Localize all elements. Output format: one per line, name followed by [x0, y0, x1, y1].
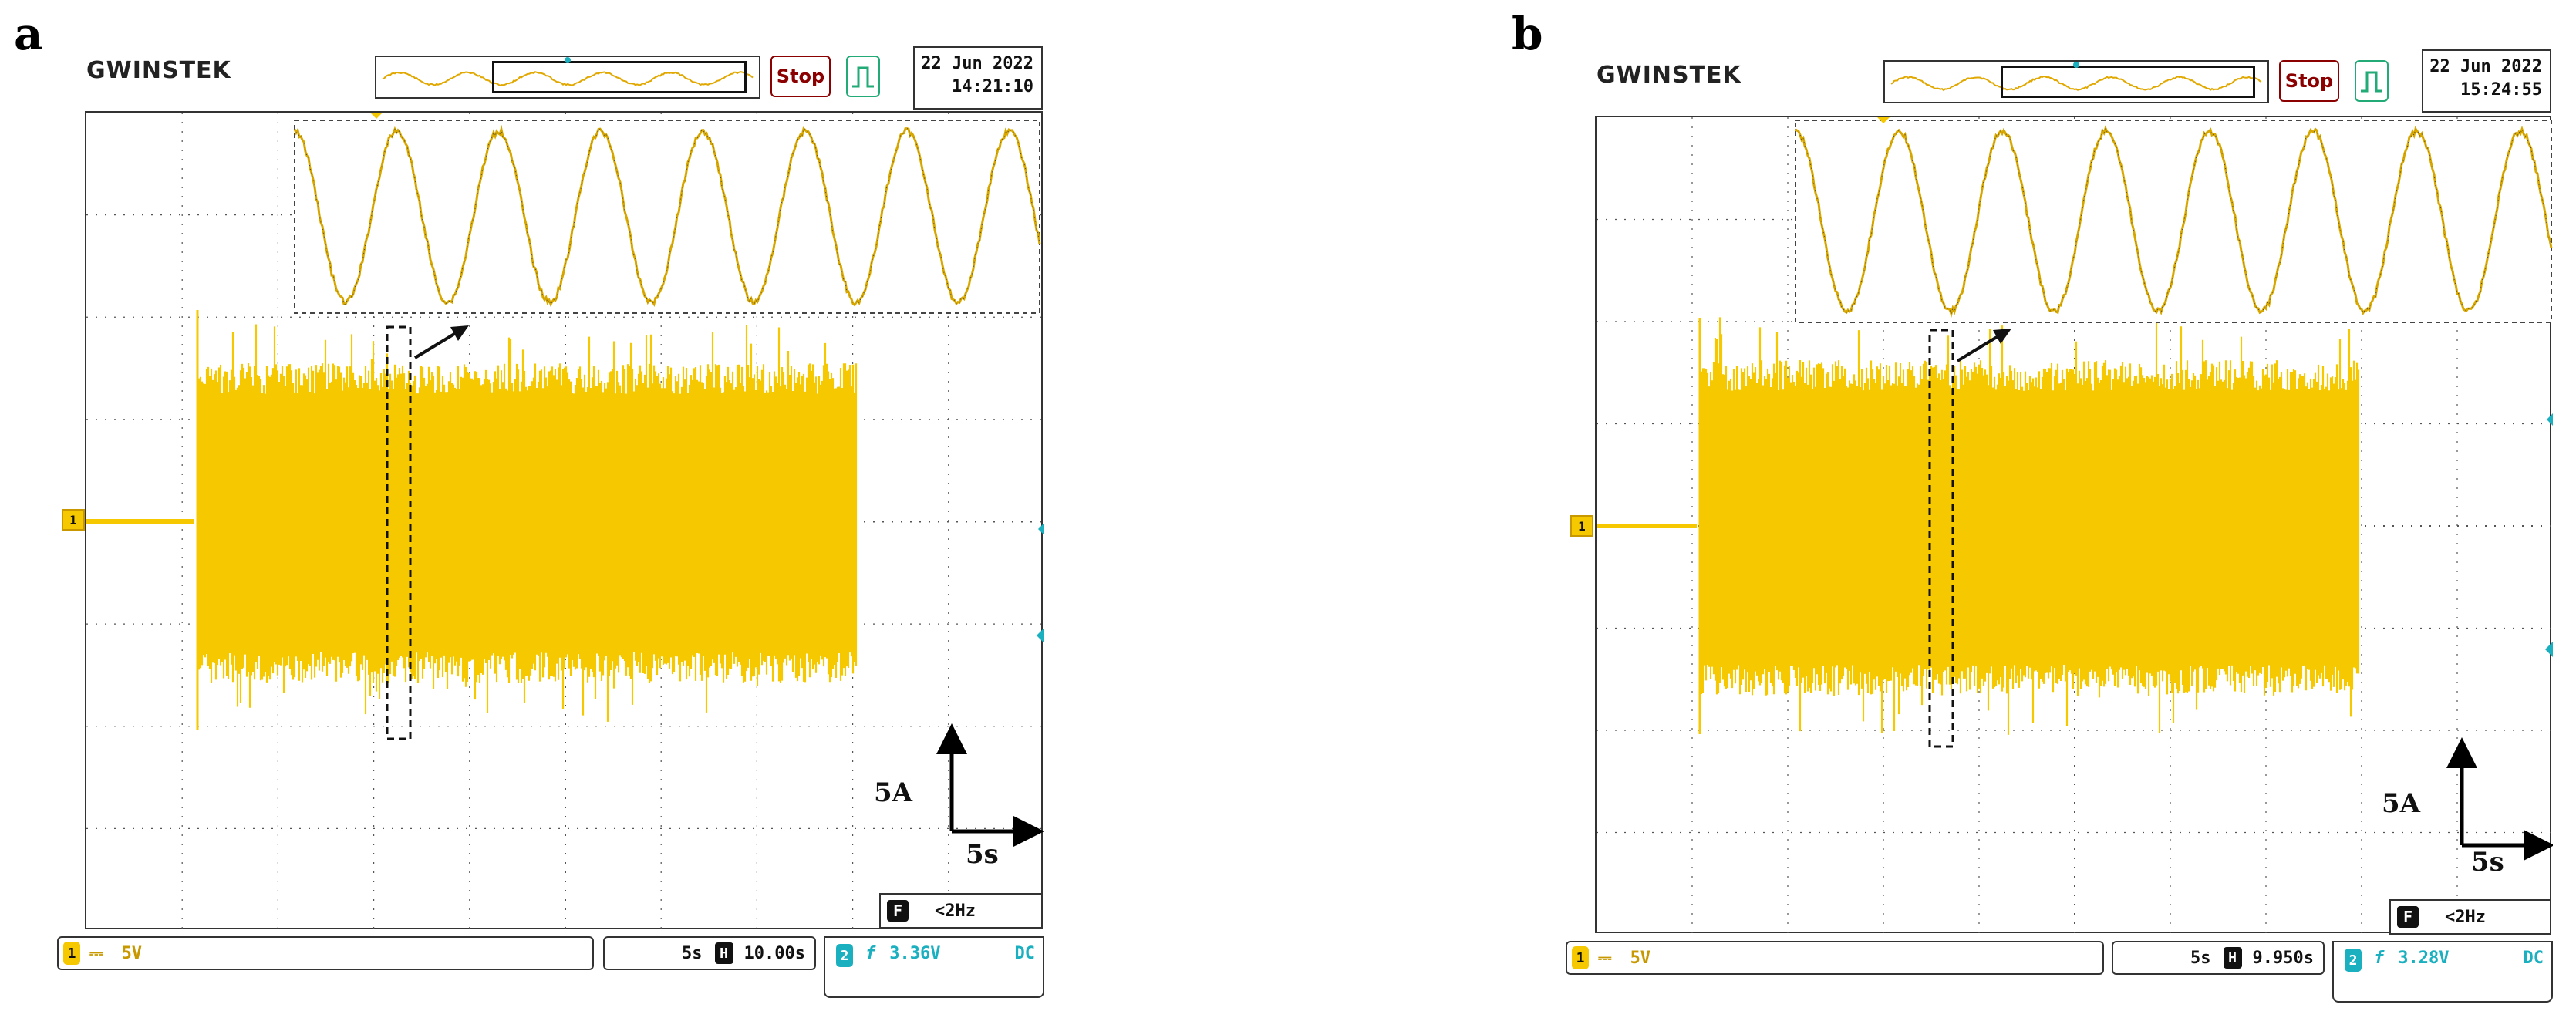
timebase-status[interactable]: 5s H 10.00s: [603, 936, 816, 970]
time-div-value: 5s: [2190, 948, 2211, 968]
trigger-source-badge: 2: [836, 944, 853, 967]
brand-logo: GWINSTEK: [86, 57, 231, 84]
zoom-arrow-line: [1956, 333, 2002, 362]
zoom-inset-frame: [1795, 120, 2552, 323]
channel-1-badge: 1: [1572, 946, 1589, 969]
trigger-coupling-value: DC: [1014, 944, 1036, 963]
channel-1-volts-div: 5V: [1630, 948, 1651, 968]
trigger-mode-button[interactable]: [2355, 60, 2389, 102]
time-div-value: 5s: [682, 943, 703, 963]
zoom-inset-frame: [294, 120, 1040, 314]
pulse-icon: [2361, 71, 2382, 93]
horizontal-scale-label: 5s: [966, 839, 999, 870]
horizontal-position-icon: H: [2223, 947, 2242, 969]
dc-coupling-icon: ⎓: [1598, 948, 1612, 968]
overview-view-window[interactable]: [2001, 66, 2255, 98]
zoom-arrow-line: [413, 330, 460, 359]
horizontal-position-icon: H: [714, 942, 733, 964]
timebase-status[interactable]: 5s H 9.950s: [2112, 941, 2325, 975]
horizontal-scale-arrowhead: [1013, 816, 1044, 847]
trigger-level-value: 3.28V: [2398, 949, 2450, 968]
horizontal-scale-label: 5s: [2471, 847, 2504, 878]
channel-1-ground-marker[interactable]: 1: [1570, 515, 1593, 537]
vertical-scale-arrowhead: [936, 723, 967, 754]
waveform-canvas: [1597, 117, 2553, 935]
dc-coupling-icon: ⎓: [89, 943, 103, 963]
vertical-scale-arrowhead: [2446, 737, 2477, 768]
trigger-position-marker: [370, 113, 383, 119]
zoomed-sine-trace: [293, 124, 1041, 308]
horizontal-position-value: 9.950s: [2252, 948, 2314, 968]
pulse-icon: [852, 66, 874, 88]
scope-display: [1595, 116, 2553, 935]
trigger-frequency-value: <2Hz: [2445, 907, 2486, 927]
panel-a-letter: a: [14, 8, 43, 60]
zoomed-sine-dots: [1795, 127, 2552, 315]
channel-2-marker: [2547, 413, 2553, 426]
current-burst-trace: [197, 324, 858, 722]
scope-display: [85, 111, 1044, 931]
trigger-slope-icon: f: [2374, 949, 2385, 968]
f-icon: F: [887, 900, 909, 922]
overview-trigger-marker: [2073, 62, 2079, 68]
horizontal-scale-arrowhead: [2524, 830, 2553, 861]
time-text: 14:21:10: [952, 77, 1033, 96]
vertical-scale-label: 5A: [874, 777, 913, 808]
horizontal-position-value: 10.00s: [743, 943, 805, 963]
trigger-position-marker: [1877, 117, 1890, 123]
stop-button[interactable]: Stop: [2279, 60, 2339, 102]
trigger-level-marker: [2545, 642, 2553, 657]
selection-box: [386, 325, 412, 740]
waveform-overview-bar[interactable]: [1883, 60, 2269, 103]
overview-wave: [382, 71, 754, 87]
f-icon: F: [2397, 906, 2419, 928]
zoom-arrow-head: [450, 325, 469, 341]
trigger-status[interactable]: 2 f 3.36V DC: [824, 936, 1044, 998]
trigger-frequency-box: F <2Hz: [2389, 899, 2551, 935]
panel-b-letter: b: [1512, 8, 1543, 60]
channel-1-volts-div: 5V: [121, 943, 143, 963]
trigger-mode-button[interactable]: [846, 56, 880, 97]
overview-trigger-marker: [565, 57, 571, 63]
channel-1-status[interactable]: 1 ⎓ 5V: [57, 936, 594, 970]
brand-logo: GWINSTEK: [1597, 62, 1741, 89]
trigger-frequency-value: <2Hz: [935, 901, 976, 921]
channel-1-ground-marker[interactable]: 1: [62, 509, 85, 531]
current-burst-trace: [1700, 314, 2360, 735]
waveform-overview-bar[interactable]: [375, 56, 760, 99]
overview-wave: [1890, 75, 2262, 92]
channel-1-status[interactable]: 1 ⎓ 5V: [1566, 941, 2104, 975]
stop-button[interactable]: Stop: [770, 56, 831, 97]
date-time-display: 22 Jun 2022 14:21:10: [913, 46, 1043, 110]
trigger-status[interactable]: 2 f 3.28V DC: [2332, 941, 2553, 1003]
waveform-canvas: [86, 113, 1044, 931]
trigger-level-marker: [1037, 628, 1044, 643]
selection-box: [1928, 329, 1954, 748]
date-text: 22 Jun 2022: [921, 54, 1033, 73]
date-time-display: 22 Jun 2022 15:24:55: [2422, 49, 2551, 113]
vertical-scale-label: 5A: [2382, 788, 2421, 819]
channel-2-marker: [1038, 523, 1044, 535]
trigger-slope-icon: f: [865, 944, 876, 963]
zoom-arrow-head: [1993, 329, 2011, 344]
overview-view-window[interactable]: [492, 61, 747, 93]
trigger-frequency-box: F <2Hz: [879, 893, 1043, 929]
trigger-level-value: 3.36V: [889, 944, 941, 963]
date-text: 22 Jun 2022: [2429, 57, 2542, 76]
time-text: 15:24:55: [2460, 80, 2542, 99]
trigger-coupling-value: DC: [2523, 949, 2544, 968]
trigger-source-badge: 2: [2345, 949, 2362, 972]
channel-1-badge: 1: [63, 942, 80, 965]
